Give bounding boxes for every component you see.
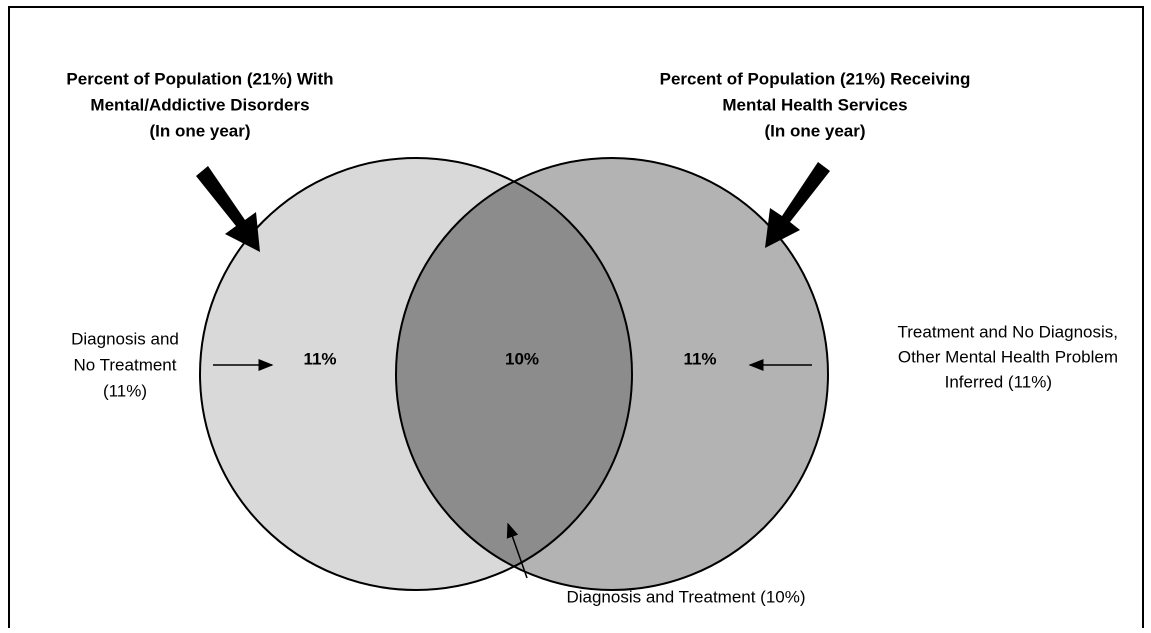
left-big-arrow [196,166,260,252]
right-label: Treatment and No Diagnosis, [898,322,1118,341]
right-label: Other Mental Health Problem [898,347,1118,366]
left-outline [199,157,633,591]
right-title: Percent of Population (21%) Receiving [660,69,971,88]
right-title: (In one year) [764,121,865,140]
frame [8,6,1144,628]
right-title: Mental Health Services [722,95,907,114]
left-title: Mental/Addictive Disorders [90,95,309,114]
right-label: Inferred (11%) [945,372,1052,391]
bottom-label: Diagnosis and Treatment (10%) [566,587,805,606]
left-label: (11%) [103,381,147,400]
left-label: No Treatment [74,355,177,374]
region-label: 11% [303,349,336,368]
bottom-arrow [506,522,528,579]
left-title: Percent of Population (21%) With [66,69,333,88]
right-big-arrow [765,162,830,248]
left-title: (In one year) [149,121,250,140]
left-label: Diagnosis and [71,329,179,348]
region-label: 10% [505,349,539,368]
overlap [396,158,632,590]
right-outline [395,157,829,591]
region-label: 11% [683,349,716,368]
